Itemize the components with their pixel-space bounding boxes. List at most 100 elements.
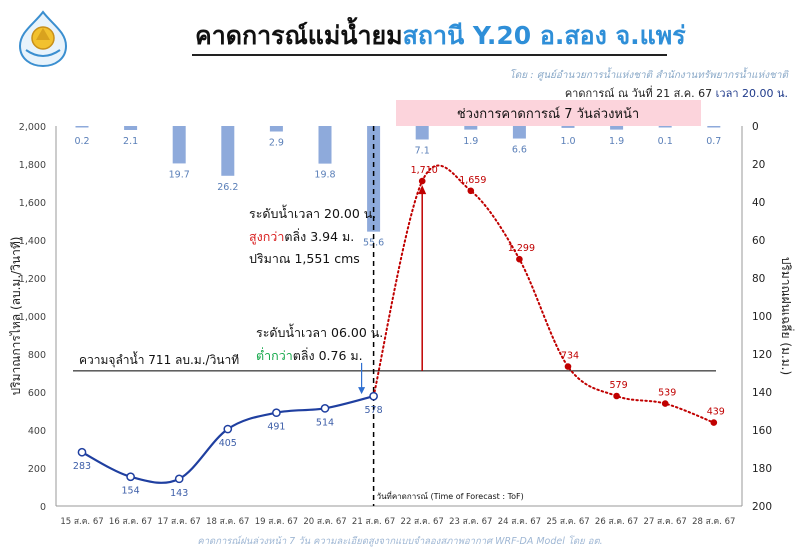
rain-label: 2.9 — [269, 138, 284, 149]
rain-label: 1.9 — [609, 136, 624, 147]
x-tick-label: 16 ส.ค. 67 — [109, 517, 152, 527]
forecast-value-label: 579 — [610, 380, 628, 391]
observed-value-label: 143 — [170, 488, 188, 499]
y-tick-right: 100 — [752, 311, 772, 323]
current-discharge: ปริมาณ 1,551 cms — [249, 251, 360, 266]
source-line: โดย : ศูนย์อำนวยการน้ำแห่งชาติ สำนักงานท… — [509, 70, 788, 81]
x-tick-label: 17 ส.ค. 67 — [158, 517, 201, 527]
observed-value-label: 514 — [316, 417, 334, 428]
rain-bar — [221, 126, 235, 176]
rain-bar — [658, 126, 672, 128]
y-tick-right: 200 — [752, 501, 772, 513]
y-tick-right: 120 — [752, 349, 772, 361]
forecast-point — [661, 400, 669, 407]
y-tick-left: 1,400 — [19, 236, 46, 247]
y-tick-left: 0 — [40, 502, 46, 513]
rain-label: 2.1 — [123, 136, 138, 147]
y-tick-left: 1,600 — [19, 198, 46, 209]
rain-label: 19.8 — [314, 170, 335, 181]
rain-label: 19.7 — [169, 169, 190, 180]
y-tick-left: 2,000 — [19, 122, 46, 133]
y-tick-right: 160 — [752, 425, 772, 437]
rain-bar — [415, 126, 429, 140]
x-tick-label: 28 ส.ค. 67 — [692, 517, 735, 527]
forecast-band — [396, 100, 701, 126]
observed-value-label: 578 — [365, 405, 383, 416]
forecast-flow-line — [372, 164, 715, 424]
observed-value-label: 491 — [267, 422, 285, 433]
rain-bar — [610, 126, 624, 130]
chart-title: คาดการณ์แม่น้ำยมสถานี Y.20 อ.สอง จ.แพร่ — [195, 21, 686, 50]
forecast-value-label: 539 — [658, 388, 676, 399]
x-tick-label: 22 ส.ค. 67 — [401, 517, 444, 527]
forecast-value-label: 1,299 — [508, 243, 535, 254]
rain-bar — [172, 126, 186, 164]
y-tick-right: 60 — [752, 235, 765, 247]
rain-label: 0.2 — [74, 136, 89, 147]
x-tick-label: 25 ส.ค. 67 — [546, 517, 589, 527]
morning-annotation: ระดับน้ำเวลา 06.00 น. ต่ำกว่าตลิ่ง 0.76 … — [256, 323, 383, 363]
forecast-point — [516, 255, 523, 263]
forecast-band-label: ช่วงการคาดการณ์ 7 วันล่วงหน้า — [457, 106, 639, 122]
forecast-point — [467, 187, 475, 195]
x-tick-label: 18 ส.ค. 67 — [206, 517, 249, 527]
rain-bar — [561, 126, 575, 128]
x-tick-label: 21 ส.ค. 67 — [352, 517, 395, 527]
observed-point — [77, 447, 87, 457]
x-tick-label: 15 ส.ค. 67 — [60, 517, 103, 527]
rain-label: 7.1 — [415, 145, 430, 156]
footer-note: คาดการณ์ฝนล่วงหน้า 7 วัน ความละเอียดสูงจ… — [197, 536, 603, 547]
x-tick-label: 20 ส.ค. 67 — [303, 517, 346, 527]
forecast-point — [613, 392, 620, 400]
observed-value-label: 154 — [122, 486, 140, 497]
y-tick-left: 800 — [28, 350, 46, 361]
x-tick-label: 23 ส.ค. 67 — [449, 517, 492, 527]
rain-label: 0.1 — [658, 136, 673, 147]
y-tick-left: 1,200 — [19, 274, 46, 285]
forecast-value-label: 1,659 — [459, 175, 486, 186]
morning-level-diff: ต่ำกว่าตลิ่ง 0.76 ม. — [256, 347, 363, 363]
y-tick-right: 180 — [752, 463, 772, 475]
y-tick-right: 80 — [752, 273, 765, 285]
forecast-point — [564, 363, 572, 370]
observed-point — [126, 472, 135, 482]
current-level-time: ระดับน้ำเวลา 20.00 น. — [249, 204, 376, 221]
rain-bar — [75, 126, 89, 128]
forecast-point — [418, 177, 426, 185]
current-level-diff: สูงกว่าตลิ่ง 3.94 ม. — [249, 228, 354, 245]
rain-bar — [124, 126, 138, 130]
rain-bar — [269, 126, 283, 132]
y-tick-right: 40 — [752, 197, 765, 209]
x-tick-label: 19 ส.ค. 67 — [255, 517, 298, 527]
forecast-date-line: คาดการณ์ ณ วันที่ 21 ส.ค. 67 เวลา 20.00 … — [564, 87, 788, 100]
observed-point — [223, 424, 233, 434]
forecast-value-label: 734 — [561, 351, 579, 362]
y-axis-label-left: ปริมาณการไหล (ลบ.ม./วินาที) — [9, 237, 23, 396]
y-tick-right: 140 — [752, 387, 772, 399]
observed-arrowhead — [358, 387, 366, 395]
observed-point — [320, 403, 330, 413]
forecast-arrowhead — [418, 185, 427, 195]
rain-label: 1.9 — [463, 136, 478, 147]
observed-point — [174, 474, 184, 484]
rain-label: 0.7 — [706, 136, 721, 147]
rain-bar — [464, 126, 478, 130]
observed-value-label: 405 — [219, 438, 237, 449]
forecast-value-label: 439 — [707, 407, 725, 418]
rain-label: 1.0 — [560, 136, 575, 147]
observed-value-label: 283 — [73, 461, 91, 472]
observed-point — [272, 408, 281, 418]
rain-bar — [512, 126, 526, 139]
y-tick-left: 1,000 — [19, 312, 46, 323]
rain-label: 26.2 — [217, 182, 238, 193]
capacity-label: ความจุลำน้ำ 711 ลบ.ม./วินาที — [79, 351, 239, 368]
y-tick-right: 0 — [752, 121, 759, 133]
rain-bar — [367, 126, 381, 232]
x-tick-label: 26 ส.ค. 67 — [595, 517, 638, 527]
rain-bar — [707, 126, 721, 128]
onwr-logo — [18, 10, 68, 68]
x-tick-label: 27 ส.ค. 67 — [644, 517, 687, 527]
forecast-point — [710, 419, 718, 426]
y-tick-left: 1,800 — [19, 160, 46, 171]
